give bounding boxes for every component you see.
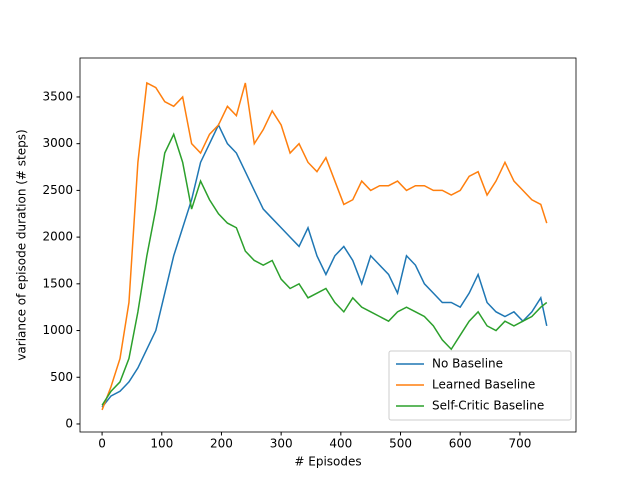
series-line	[101, 132, 548, 406]
y-axis-label: variance of episode duration (# steps)	[15, 129, 29, 360]
legend-label: Self-Critic Baseline	[432, 399, 544, 413]
y-tick-label: 500	[50, 370, 73, 384]
x-tick-label: 500	[389, 437, 412, 451]
x-tick-label: 200	[210, 437, 233, 451]
series-line	[101, 123, 548, 408]
y-tick-label: 0	[65, 416, 73, 430]
legend-box	[388, 350, 572, 421]
series-line	[101, 81, 548, 411]
x-tick-label: 300	[270, 437, 293, 451]
plot-frame	[79, 57, 577, 433]
x-tick-label: 700	[508, 437, 531, 451]
x-tick-label: 600	[449, 437, 472, 451]
legend-label: No Baseline	[432, 357, 503, 371]
y-tick-label: 2500	[42, 183, 73, 197]
x-tick-label: 400	[329, 437, 352, 451]
legend-label: Learned Baseline	[432, 378, 535, 392]
y-tick-label: 2000	[42, 230, 73, 244]
y-tick-label: 1000	[42, 323, 73, 337]
x-tick-label: 100	[150, 437, 173, 451]
y-tick-label: 3000	[42, 136, 73, 150]
y-tick-label: 1500	[42, 276, 73, 290]
y-tick-label: 3500	[42, 89, 73, 103]
x-tick-label: 0	[98, 437, 106, 451]
x-axis-label: # Episodes	[294, 455, 361, 469]
